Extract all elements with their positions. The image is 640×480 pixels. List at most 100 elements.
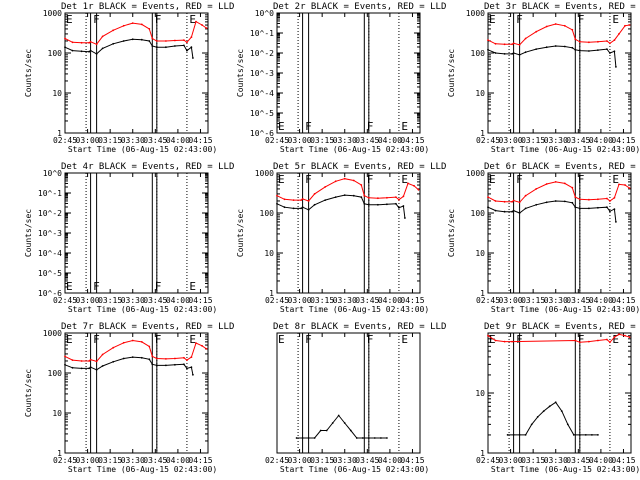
series-point-events (588, 50, 590, 52)
series-point-lld (190, 356, 193, 358)
series-point-lld (535, 30, 538, 33)
x-tick-label: 02:45 (265, 136, 289, 145)
y-tick-label: 1 (269, 289, 274, 298)
y-tick-label: 1 (480, 129, 485, 138)
y-tick-label: 10^-6 (38, 289, 62, 298)
series-point-lld (606, 40, 608, 42)
series-point-events (174, 45, 176, 47)
series-point-lld (518, 43, 521, 46)
series-point-lld (628, 187, 631, 190)
event-marker-label: E (489, 333, 496, 346)
series-point-lld (155, 40, 158, 42)
series-point-lld (131, 22, 134, 24)
series-point-lld (352, 179, 355, 182)
series-point-events (506, 434, 509, 436)
x-tick-label: 03:30 (544, 136, 568, 145)
series-point-lld (334, 180, 337, 183)
series-point-events (363, 202, 366, 205)
x-axis-label: Start Time (06-Aug-15 02:43:00) (280, 305, 429, 314)
event-marker-label: F (305, 120, 312, 133)
series-point-lld (511, 340, 513, 343)
series-point-events (578, 207, 581, 210)
event-marker-label: F (367, 120, 374, 133)
x-tick-label: 03:15 (98, 456, 122, 465)
series-point-events (615, 66, 617, 68)
x-axis-label: Start Time (06-Aug-15 02:43:00) (68, 305, 217, 314)
series-point-lld (174, 39, 176, 42)
x-tick-label: 04:15 (400, 136, 424, 145)
series-point-events (95, 53, 98, 55)
series-point-lld (201, 344, 203, 347)
x-tick-label: 03:45 (143, 136, 167, 145)
series-point-lld (140, 23, 143, 26)
series-point-events (554, 200, 557, 202)
series-point-lld (606, 197, 608, 200)
series-point-lld (512, 42, 515, 45)
x-tick-label: 04:00 (589, 136, 613, 145)
series-point-lld (574, 38, 577, 41)
series-point-events (511, 210, 513, 213)
panel-title: Det 4r BLACK = Events, RED = LLD (61, 162, 234, 172)
series-point-lld (597, 198, 599, 201)
series-point-events (151, 363, 154, 366)
series-point-events (190, 46, 193, 49)
series-point-events (380, 437, 382, 439)
y-axis-label: Counts/sec (447, 49, 456, 97)
series-point-lld (95, 360, 98, 363)
series-point-lld (609, 200, 611, 202)
series-point-lld (487, 196, 489, 199)
event-marker-label: F (93, 280, 100, 293)
series-point-events (613, 50, 616, 53)
y-tick-label: 10^-5 (250, 109, 274, 118)
x-tick-label: 02:45 (265, 296, 289, 305)
series-point-lld (151, 37, 154, 40)
series-line-events (507, 401, 598, 436)
series-point-lld (122, 24, 125, 27)
event-marker-label: F (367, 333, 374, 346)
series-point-lld (578, 341, 581, 344)
x-tick-label: 04:00 (378, 136, 402, 145)
series-point-events (101, 365, 104, 367)
series-point-lld (487, 39, 489, 41)
series-point-events (367, 437, 370, 439)
series-point-events (512, 209, 515, 212)
series-point-events (186, 367, 188, 370)
panel-title: Det 1r BLACK = Events, RED = LLD (61, 2, 234, 12)
series-point-lld (487, 334, 489, 337)
panel-title: Det 9r BLACK = Events, RED = LLD (484, 322, 640, 332)
series-point-events (373, 437, 376, 439)
series-point-lld (183, 39, 185, 41)
series-point-lld (386, 196, 388, 199)
series-point-events (554, 45, 557, 47)
series-point-events (402, 205, 405, 207)
series-point-lld (574, 196, 577, 199)
series-point-lld (628, 24, 631, 26)
series-point-lld (313, 193, 316, 195)
series-point-events (571, 201, 574, 204)
series-point-events (542, 410, 545, 412)
series-point-events (122, 40, 125, 42)
y-tick-label: 1 (480, 289, 485, 298)
series-point-lld (574, 339, 577, 342)
y-tick-label: 10 (52, 89, 62, 98)
event-marker-label: E (401, 333, 408, 346)
x-tick-label: 03:30 (333, 136, 357, 145)
series-point-events (71, 366, 74, 369)
series-point-events (295, 437, 298, 439)
series-point-lld (151, 355, 154, 358)
series-point-lld (205, 27, 208, 29)
y-axis-label: Counts/sec (24, 209, 33, 257)
y-tick-label: 1000 (255, 169, 274, 178)
series-point-events (165, 364, 167, 367)
series-point-lld (71, 359, 74, 361)
x-tick-label: 02:45 (476, 456, 500, 465)
y-tick-label: 1000 (466, 9, 485, 18)
y-tick-label: 10^-6 (250, 129, 274, 138)
x-tick-label: 04:00 (166, 456, 190, 465)
series-point-events (352, 194, 355, 197)
series-point-lld (201, 24, 203, 26)
series-point-lld (618, 183, 620, 186)
event-marker-label: F (155, 280, 162, 293)
panel-det-4: Det 4r BLACK = Events, RED = LLD E F F E 02:4… (24, 162, 234, 314)
